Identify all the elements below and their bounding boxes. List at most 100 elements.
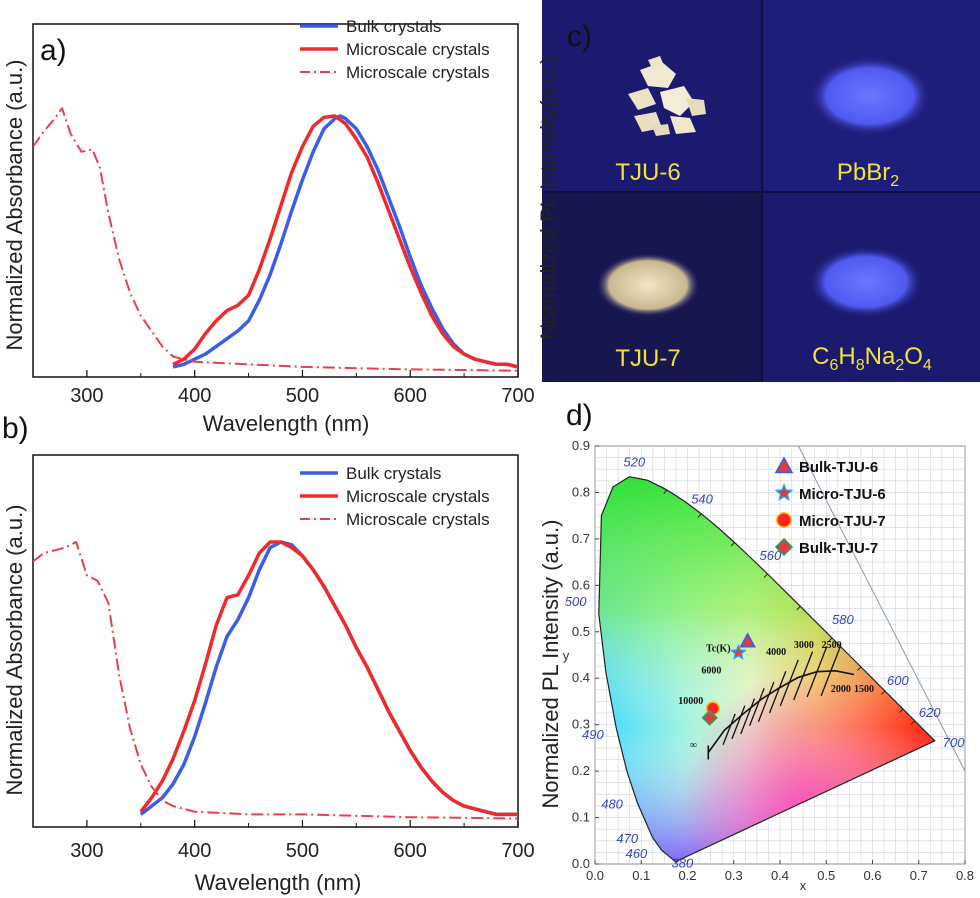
isotemperature-line: [731, 705, 746, 740]
cie-y-tick-label: 0.1: [572, 810, 590, 825]
photo-label-tju7: TJU-7: [615, 345, 680, 372]
wavelength-label: 620: [919, 705, 941, 720]
panel-b-ylabel: Normalized Absorbance (a.u.): [2, 504, 27, 795]
panel-b-chart: b) 300 400 500 600 700 Wavelength (nm) Norma…: [2, 412, 535, 895]
cie-x-tick-label: 0.6: [863, 868, 881, 883]
locus-tick: [663, 489, 667, 495]
x-tick-label: 600: [394, 840, 427, 862]
wavelength-label: 480: [601, 796, 623, 811]
ct-label: 6000: [701, 666, 721, 677]
cie-x-tick-label: 0.3: [725, 868, 743, 883]
cie-y-tick-label: 0.9: [572, 438, 590, 453]
series-line-bulk: [172, 114, 518, 369]
x-tick-label: 500: [286, 385, 319, 407]
cie-x-tick-label: 0.8: [956, 868, 974, 883]
isotemperature-line: [820, 645, 842, 697]
cie-y-tick-label: 0.4: [572, 670, 590, 685]
panel-b-xlabel: Wavelength (nm): [195, 870, 362, 895]
x-tick-label: 400: [178, 840, 211, 862]
x-tick-label: 400: [178, 385, 211, 407]
panel-a-series: [33, 107, 518, 372]
cie-y-tick-label: 0.2: [572, 763, 590, 778]
wavelength-label: 500: [565, 594, 587, 609]
wavelength-label: 540: [691, 492, 713, 507]
x-tick-label: 500: [286, 840, 319, 862]
locus-tick: [881, 690, 886, 695]
tju6-crystals: [628, 56, 706, 136]
panel-a-xlabel: Wavelength (nm): [203, 411, 370, 436]
x-tick-label: 600: [394, 385, 427, 407]
ct-label: 10000: [678, 696, 703, 707]
panel-a-label: a): [40, 34, 67, 67]
x-tick-label: 700: [501, 385, 534, 407]
cie-legend: Bulk-TJU-6 Micro-TJU-6 Micro-TJU-7 Bulk-TJU…: [774, 456, 886, 557]
isotemperature-line: [740, 698, 756, 735]
cie-legend-entry: Micro-TJU-6: [799, 486, 886, 503]
planckian-label: Tc(K): [706, 643, 731, 654]
marker-star: [729, 643, 747, 660]
wavelength-label: 380: [672, 856, 694, 871]
ct-label: 2000: [831, 684, 851, 695]
panel-a-ylabel: Normalized Absorbance (a.u.): [2, 59, 27, 350]
legend-entry: Microscale crystals: [346, 510, 490, 529]
cie-x-tick-label: 0.1: [632, 868, 650, 883]
cie-points: [701, 632, 756, 726]
panel-a-legend: Bulk crystals Microscale crystals Microsca…: [300, 17, 490, 82]
panel-a-frame: [32, 23, 519, 378]
panel-c-ylabel: Normalized PL Intensity(a.u.): [536, 57, 561, 340]
ct-label: 4000: [766, 647, 786, 658]
tju7-crystals: [596, 253, 700, 317]
x-tick-label: 300: [70, 840, 103, 862]
isotemperature-line: [793, 651, 814, 701]
locus-tick: [763, 573, 768, 578]
wavelength-label: 520: [623, 455, 645, 470]
cie-ylabel: y: [563, 648, 570, 663]
cie-y-tick-label: 0.7: [572, 531, 590, 546]
panel-b-label: b): [2, 412, 29, 445]
wavelength-label: 490: [582, 727, 604, 742]
locus-tick: [697, 513, 702, 518]
isotemperature-line: [779, 659, 799, 707]
cie-spectral-locus: [598, 476, 936, 863]
panel-b-frame: [32, 454, 519, 828]
photo-label-pbbr2: PbBr2: [837, 159, 899, 190]
marker-star: [774, 483, 794, 501]
ct-label: 3000: [794, 640, 814, 651]
cie-y-tick-label: 0.5: [572, 624, 590, 639]
cie-gamut-magenta: [598, 476, 935, 862]
locus-tick: [730, 542, 735, 547]
isotemperature-line: [768, 671, 787, 714]
marker-diamond: [774, 537, 794, 557]
panel-c-photos: TJU-6 PbBr2 TJU-7 C6H8Na2O4 c) Normalize…: [536, 0, 980, 382]
x-tick-label: 700: [501, 840, 534, 862]
photo-label-tju6: TJU-6: [615, 159, 680, 186]
x-tick-label: 300: [70, 385, 103, 407]
wavelength-label: 470: [616, 831, 638, 846]
ct-label: 2500: [822, 640, 842, 651]
cie-xlabel: x: [800, 878, 807, 893]
legend-entry: Bulk crystals: [346, 464, 441, 483]
cie-y-tick-label: 0.6: [572, 577, 590, 592]
isotemperature-line: [757, 681, 775, 722]
locus-tick: [796, 606, 801, 611]
cie-x-tick-label: 0.0: [586, 868, 604, 883]
cie-legend-entry: Micro-TJU-7: [799, 513, 886, 530]
cie-y-tick-label: 0.0: [572, 856, 590, 871]
panel-a-ticks: 300 400 500 600 700: [32, 370, 535, 407]
wavelength-label: 560: [760, 548, 782, 563]
legend-entry: Microscale crystals: [346, 40, 490, 59]
panel-d-ylabel: Normalized PL Intensity (a.u.): [538, 520, 563, 809]
isotemperature-line: [722, 713, 736, 746]
ct-label: ∞: [690, 740, 697, 751]
legend-entry: Microscale crystals: [346, 63, 490, 82]
cie-x-tick-label: 0.7: [910, 868, 928, 883]
legend-entry: Microscale crystals: [346, 487, 490, 506]
panel-d-label: d): [566, 399, 593, 432]
cie-legend-entry: Bulk-TJU-7: [799, 540, 878, 557]
isotemperature-line: [748, 688, 765, 726]
series-line-bulk: [139, 540, 518, 817]
locus-tick: [910, 720, 916, 725]
